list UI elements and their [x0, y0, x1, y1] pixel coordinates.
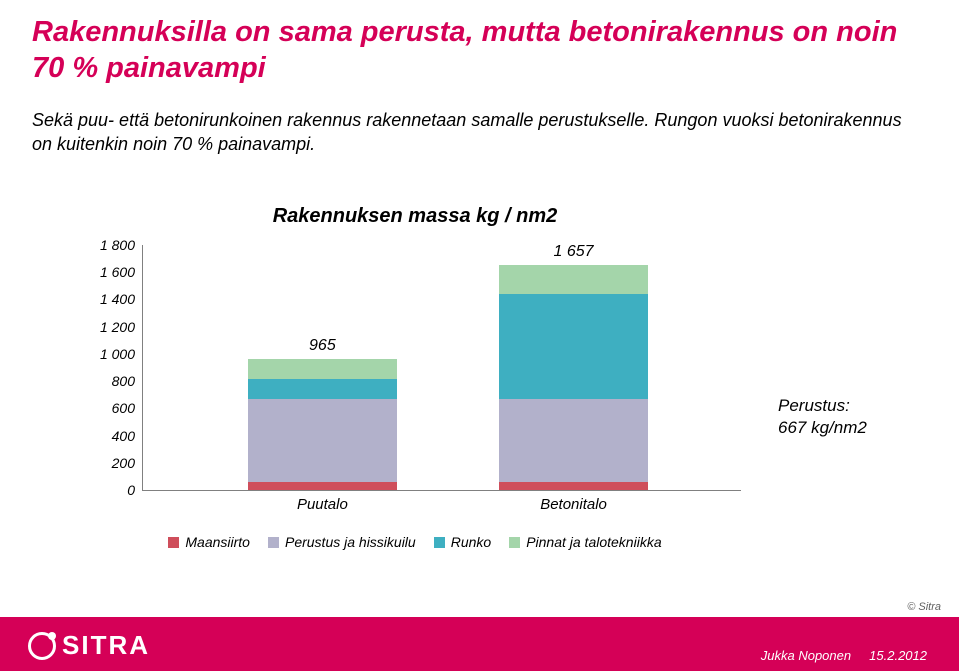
ytick-label: 800 [75, 373, 143, 389]
footer-author: Jukka Noponen [761, 648, 851, 663]
ytick-label: 1 000 [75, 346, 143, 362]
xcategory-label: Puutalo [248, 496, 398, 513]
ytick-label: 400 [75, 428, 143, 444]
legend-swatch [509, 537, 520, 548]
footer-meta: Jukka Noponen 15.2.2012 [761, 648, 927, 663]
legend-swatch [268, 537, 279, 548]
bar-total-label: 965 [248, 337, 398, 355]
footer-date: 15.2.2012 [869, 648, 927, 663]
ytick-label: 600 [75, 400, 143, 416]
chart-legend: Maansiirto Perustus ja hissikuilu Runko Pin… [70, 534, 760, 550]
bar-segment [499, 399, 649, 482]
ytick-label: 1 200 [75, 319, 143, 335]
ytick-label: 0 [75, 482, 143, 498]
bar-segment [248, 359, 398, 379]
ytick-label: 200 [75, 455, 143, 471]
legend-item: Perustus ja hissikuilu [268, 534, 416, 550]
legend-item: Pinnat ja talotekniikka [509, 534, 661, 550]
ytick-label: 1 600 [75, 264, 143, 280]
sitra-logo: SITRA [28, 630, 150, 661]
bar-segment [248, 379, 398, 399]
slide: Rakennuksilla on sama perusta, mutta bet… [0, 0, 959, 671]
bar-segment [499, 482, 649, 490]
legend-item: Maansiirto [168, 534, 250, 550]
bar-segment [248, 482, 398, 490]
copyright-text: © Sitra [907, 601, 941, 613]
logo-text: SITRA [62, 630, 150, 661]
perustus-annotation: Perustus: 667 kg/nm2 [778, 395, 867, 439]
ytick-label: 1 800 [75, 237, 143, 253]
bar: 1 657 [499, 265, 649, 491]
slide-title: Rakennuksilla on sama perusta, mutta bet… [32, 14, 927, 87]
legend-label: Pinnat ja talotekniikka [526, 534, 661, 550]
bar: 965 [248, 359, 398, 490]
xcategory-label: Betonitalo [499, 496, 649, 513]
legend-label: Perustus ja hissikuilu [285, 534, 416, 550]
slide-subtitle: Sekä puu- että betonirunkoinen rakennus … [32, 108, 919, 157]
legend-label: Runko [451, 534, 491, 550]
legend-label: Maansiirto [185, 534, 250, 550]
annotation-line2: 667 kg/nm2 [778, 417, 867, 439]
logo-circle-icon [28, 632, 56, 660]
legend-swatch [434, 537, 445, 548]
mass-chart: Rakennuksen massa kg / nm2 0200400600800… [70, 205, 760, 550]
legend-item: Runko [434, 534, 491, 550]
bar-segment [248, 399, 398, 482]
chart-plot-area: 02004006008001 0001 2001 4001 6001 80096… [142, 245, 741, 491]
bar-segment [499, 294, 649, 399]
bar-total-label: 1 657 [499, 243, 649, 261]
bar-segment [499, 265, 649, 295]
annotation-line1: Perustus: [778, 395, 867, 417]
footer-bar: SITRA Jukka Noponen 15.2.2012 [0, 617, 959, 671]
ytick-label: 1 400 [75, 291, 143, 307]
legend-swatch [168, 537, 179, 548]
chart-title: Rakennuksen massa kg / nm2 [70, 205, 760, 228]
